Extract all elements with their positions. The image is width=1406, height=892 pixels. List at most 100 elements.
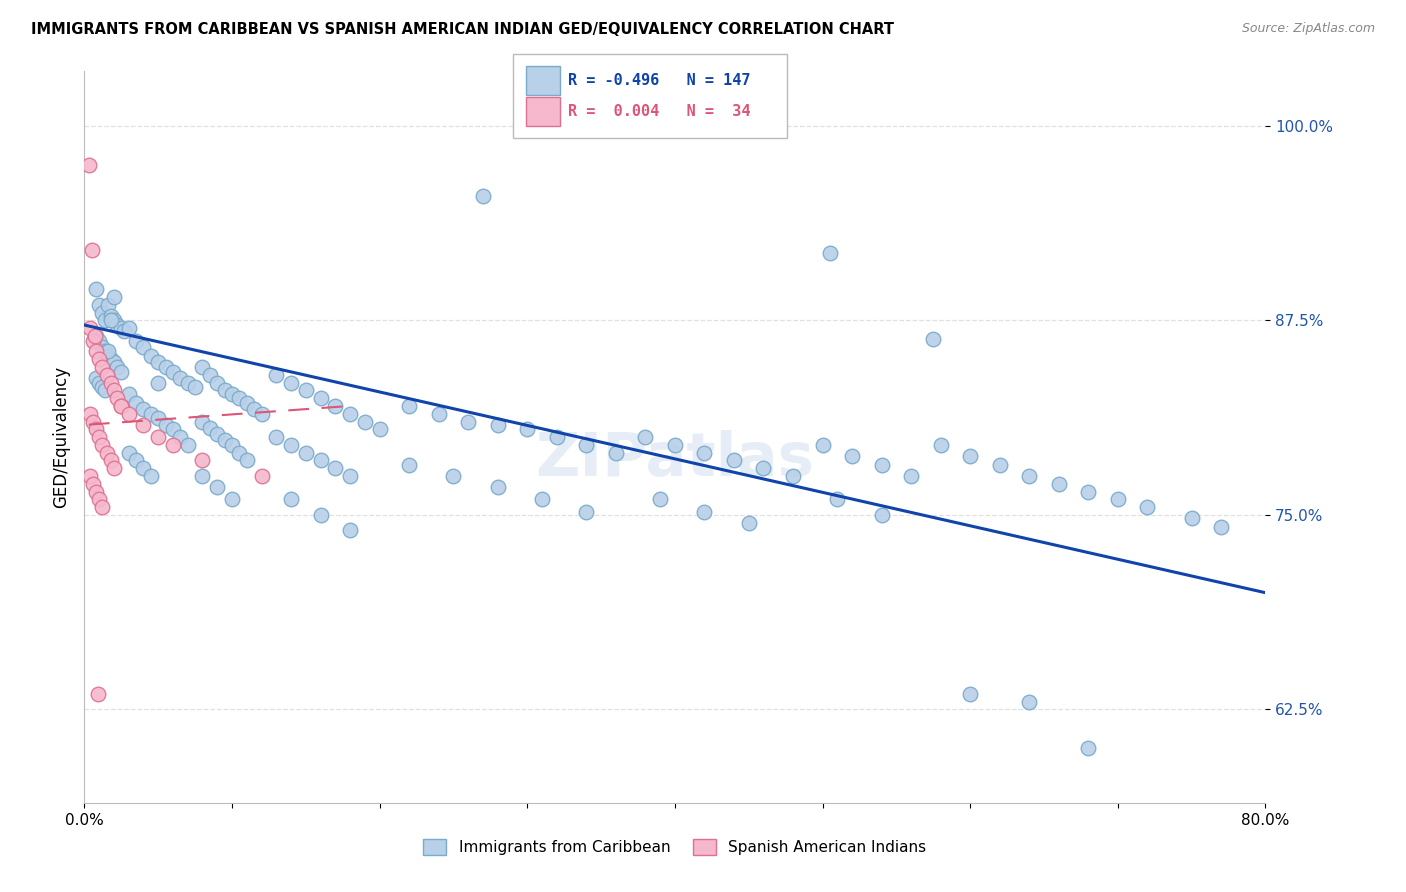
Y-axis label: GED/Equivalency: GED/Equivalency bbox=[52, 366, 70, 508]
Point bbox=[103, 355, 125, 369]
Point bbox=[472, 189, 495, 203]
Point bbox=[191, 415, 214, 429]
Point bbox=[250, 469, 273, 483]
Point bbox=[959, 687, 981, 701]
Point bbox=[605, 445, 627, 459]
Point bbox=[354, 415, 377, 429]
Point bbox=[155, 417, 177, 432]
Point bbox=[103, 313, 125, 327]
Point bbox=[207, 376, 229, 390]
Point bbox=[228, 391, 250, 405]
Point bbox=[207, 427, 229, 442]
Point bbox=[87, 352, 111, 367]
Point bbox=[339, 524, 361, 538]
Point bbox=[546, 430, 568, 444]
Point bbox=[295, 445, 318, 459]
Point bbox=[91, 438, 114, 452]
Point bbox=[988, 458, 1011, 472]
Point bbox=[221, 492, 243, 507]
Point bbox=[266, 368, 288, 382]
Point bbox=[83, 329, 105, 343]
Point bbox=[870, 458, 893, 472]
Point bbox=[82, 476, 104, 491]
Point bbox=[87, 376, 111, 390]
Point bbox=[139, 407, 162, 421]
Text: R = -0.496   N = 147: R = -0.496 N = 147 bbox=[568, 73, 751, 87]
Point bbox=[94, 384, 117, 398]
Point bbox=[132, 402, 155, 417]
Point bbox=[84, 484, 107, 499]
Point bbox=[221, 386, 243, 401]
Point bbox=[110, 399, 132, 413]
Point bbox=[214, 433, 236, 447]
Point bbox=[198, 421, 221, 435]
Point bbox=[827, 492, 849, 507]
Point bbox=[118, 407, 141, 421]
Point bbox=[221, 438, 243, 452]
Point bbox=[94, 313, 117, 327]
Legend: Immigrants from Caribbean, Spanish American Indians: Immigrants from Caribbean, Spanish Ameri… bbox=[418, 833, 932, 861]
Point bbox=[105, 359, 128, 374]
Point bbox=[325, 399, 347, 413]
Point bbox=[110, 365, 132, 379]
Point bbox=[132, 417, 155, 432]
Point bbox=[236, 396, 259, 410]
Point bbox=[752, 461, 775, 475]
Point bbox=[162, 438, 184, 452]
Point bbox=[148, 430, 170, 444]
Point bbox=[1077, 484, 1099, 499]
Point bbox=[398, 399, 420, 413]
Point bbox=[1211, 520, 1233, 534]
Point bbox=[103, 384, 125, 398]
Point bbox=[100, 352, 122, 367]
Point bbox=[236, 453, 259, 467]
Point bbox=[148, 376, 170, 390]
Point bbox=[118, 386, 141, 401]
Point bbox=[97, 344, 120, 359]
Point bbox=[1136, 500, 1159, 515]
Point bbox=[207, 480, 229, 494]
Point bbox=[1047, 476, 1070, 491]
Point bbox=[79, 321, 101, 335]
Point bbox=[782, 469, 804, 483]
Point bbox=[79, 407, 101, 421]
Point bbox=[169, 371, 191, 385]
Text: Source: ZipAtlas.com: Source: ZipAtlas.com bbox=[1241, 22, 1375, 36]
Point bbox=[82, 334, 104, 348]
Point bbox=[266, 430, 288, 444]
Point bbox=[84, 344, 107, 359]
Point bbox=[97, 349, 120, 363]
Point bbox=[486, 480, 509, 494]
Point bbox=[295, 384, 318, 398]
Point bbox=[664, 438, 686, 452]
Point bbox=[1107, 492, 1129, 507]
Point bbox=[280, 376, 302, 390]
Point bbox=[162, 365, 184, 379]
Point bbox=[818, 246, 841, 260]
Point bbox=[228, 445, 250, 459]
Point bbox=[91, 380, 114, 394]
Point bbox=[80, 244, 103, 258]
Point bbox=[1181, 511, 1204, 525]
Point bbox=[100, 313, 122, 327]
Point bbox=[96, 445, 118, 459]
Point bbox=[110, 321, 132, 335]
Point bbox=[900, 469, 922, 483]
Point bbox=[870, 508, 893, 522]
Point bbox=[280, 492, 302, 507]
Point bbox=[738, 516, 761, 530]
Point bbox=[443, 469, 465, 483]
Point bbox=[87, 492, 111, 507]
Point bbox=[118, 445, 141, 459]
Point bbox=[132, 461, 155, 475]
Point bbox=[84, 422, 107, 436]
Point bbox=[91, 305, 114, 319]
Point bbox=[250, 407, 273, 421]
Point bbox=[96, 368, 118, 382]
Point bbox=[368, 422, 391, 436]
Point bbox=[105, 391, 128, 405]
Point bbox=[959, 449, 981, 463]
Point bbox=[280, 438, 302, 452]
Point bbox=[84, 282, 107, 296]
Point bbox=[91, 340, 114, 354]
